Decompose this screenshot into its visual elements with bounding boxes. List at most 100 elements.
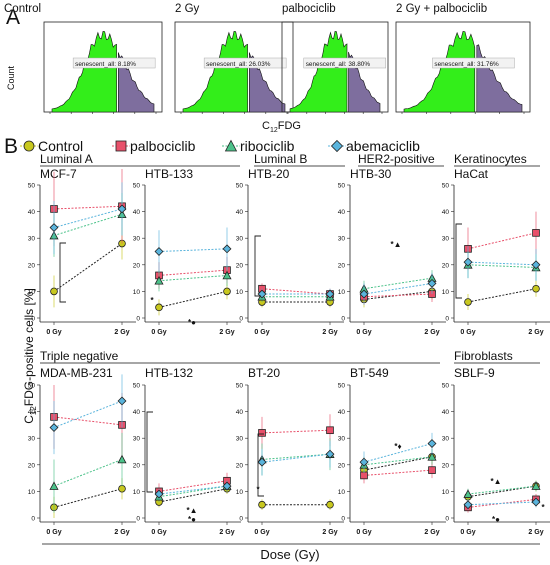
series-palbociclib [155,256,231,289]
series-line [363,282,433,295]
series-abemaciclib [257,288,335,300]
histogram-title: Control [4,3,41,15]
data-point [427,278,437,288]
subplot-title: HTB-20 [248,167,290,181]
x-tick-label: 0 Gy [254,529,269,536]
series-line [363,277,433,290]
subplot-title: HTB-30 [350,167,392,181]
x-tick-label: 0 Gy [356,529,371,536]
series-Control [258,296,334,308]
subplot-title: MDA-MB-231 [40,366,113,380]
data-point [154,489,164,499]
y-tick-label: 10 [442,289,450,296]
series-abemaciclib [257,440,335,476]
legend-marker [330,139,344,153]
data-point [427,452,437,461]
y-tick-label: 10 [442,489,450,496]
series-Control [464,280,540,311]
xlabel-tail: FDG [278,120,301,132]
series-line [261,288,331,295]
y-tick-label: 50 [133,183,141,190]
series-ribociclib [154,480,232,503]
series-line [363,469,433,476]
data-point [258,500,266,509]
subplot-HTB-20: HTB-20 0 10 20 30 40 50 0 Gy 2 Gy [236,167,344,336]
series-line [158,248,228,252]
y-tick-label: 0 [341,516,345,523]
significance-mark: * [541,503,545,512]
data-point [49,223,59,233]
data-point [222,481,232,491]
y-tick-label: 20 [28,262,36,269]
y-tick-label: 40 [236,409,244,416]
y-tick-label: 50 [338,183,346,190]
y-tick-label: 40 [338,209,346,216]
series-Control [50,478,126,518]
group-label: Triple negative [40,349,119,363]
x-tick-label: 0 Gy [460,329,475,336]
series-abemaciclib [154,480,232,500]
subplot-BT-549: BT-549 0 10 20 30 40 50 0 Gy 2 Gy [338,366,446,536]
data-point [222,244,232,254]
group-label: Luminal B [254,152,307,166]
y-tick-label: 30 [133,436,141,443]
series-abemaciclib [463,496,541,511]
data-point [49,481,59,490]
series-Control [155,283,231,316]
panel-b-ylabel: C12FDG-positive cells [%] [22,288,38,424]
y-tick-label: 10 [133,489,141,496]
data-point [326,500,334,509]
subplot-HTB-132: HTB-132 0 10 20 30 40 50 0 Gy 2 Gy [133,366,241,536]
significance-bracket [59,242,66,303]
histogram-1: Control senescent_all: 8.18% [4,3,163,114]
y-tick-label: 30 [28,236,36,243]
significance-mark: *▲ [490,477,501,486]
subplot-SBLF-9: SBLF-9 0 10 20 30 40 50 0 Gy 2 Gy [442,366,550,536]
group-header: Luminal B [254,152,345,167]
histogram-3: palbociclib senescent_all: 38.80% [281,3,389,114]
y-tick-label: 50 [28,383,36,390]
x-tick-label: 2 Gy [424,329,439,336]
histogram-green-area [403,30,476,113]
panel-label-b: B [4,135,18,158]
data-point [464,298,472,306]
y-tick-label: 0 [445,316,449,323]
series-abemaciclib [49,182,127,255]
series-abemaciclib [49,374,127,455]
data-point [325,449,335,459]
data-point [463,257,473,267]
data-point [117,204,127,214]
gate-label: senescent_all: 8.18% [75,61,136,68]
y-tick-label: 50 [338,383,346,390]
series-abemaciclib [359,432,437,473]
data-point [463,489,473,498]
series-line [261,453,331,460]
data-point [154,276,164,285]
series-ribociclib [463,480,541,500]
legend-marker [23,140,35,152]
group-label: Luminal A [40,152,93,166]
y-tick-label: 0 [31,516,35,523]
series-line [53,243,123,292]
series-Control [258,499,334,511]
y-tick-label: 50 [236,183,244,190]
subplot-title: SBLF-9 [454,366,495,380]
y-tick-label: 0 [239,316,243,323]
gate-label-box [303,57,386,69]
data-point [258,429,266,437]
y-tick-label: 40 [442,409,450,416]
gate-label-box [72,57,156,69]
series-palbociclib [464,494,540,513]
series-palbociclib [360,462,436,484]
group-header: HER2-positive [358,152,444,167]
significance-mark: *● [188,318,196,327]
data-point [49,423,59,433]
series-line [261,453,331,463]
subplot-HaCat: HaCat 0 10 20 30 40 50 0 Gy 2 Gy [442,167,550,336]
data-point [118,484,126,493]
y-tick-label: 10 [28,289,36,296]
group-header: Keratinocytes [454,152,540,167]
y-tick-label: 20 [133,262,141,269]
y-tick-label: 20 [28,462,36,469]
group-header: Luminal A [40,152,240,167]
